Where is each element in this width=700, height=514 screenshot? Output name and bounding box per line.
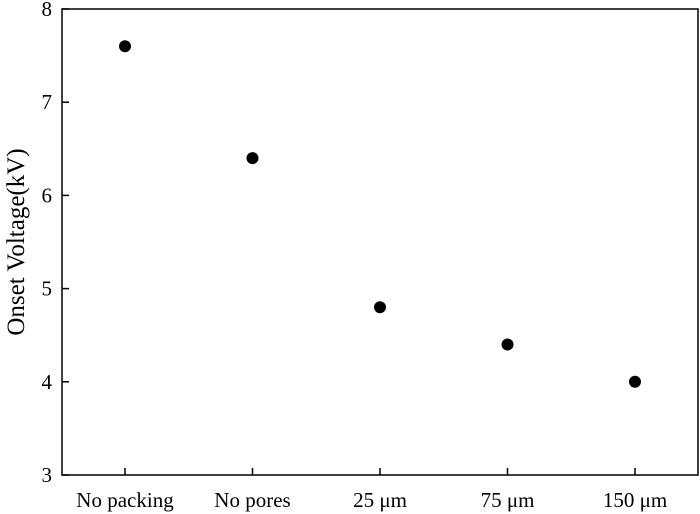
y-tick-label: 7 [42,90,53,114]
x-tick-label: 25 μm [353,488,407,512]
x-tick-label: No packing [76,488,174,512]
x-tick-label: 150 μm [603,488,667,512]
y-tick-label: 5 [42,277,53,301]
data-point [374,301,386,314]
data-point [246,152,259,165]
y-tick-label: 8 [42,0,53,21]
plot-frame [61,8,699,476]
data-point [501,338,514,351]
y-tick-label: 4 [42,370,53,394]
y-tick-label: 3 [42,463,53,487]
y-axis: 3 4 5 6 7 8 [42,0,69,487]
x-tick-label: No pores [214,488,290,512]
data-point [119,40,131,53]
data-point [629,375,641,388]
y-axis-label: Onset Voltage(kV) [3,148,30,335]
x-axis: No packing No pores 25 μm 75 μm 150 μm [76,468,667,512]
y-tick-label: 6 [42,183,53,207]
data-points [119,40,641,388]
x-tick-label: 75 μm [481,488,535,512]
